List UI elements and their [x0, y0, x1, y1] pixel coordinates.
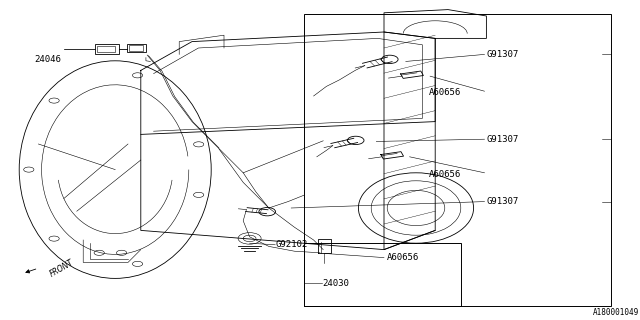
- Bar: [304, 243, 461, 306]
- Text: G91307: G91307: [486, 197, 518, 206]
- Text: A180001049: A180001049: [593, 308, 639, 317]
- Text: A60656: A60656: [387, 253, 419, 262]
- Text: A60656: A60656: [429, 170, 461, 179]
- Text: G92102: G92102: [275, 240, 307, 249]
- Bar: [127, 44, 146, 52]
- Bar: [304, 14, 611, 306]
- Text: A60656: A60656: [429, 88, 461, 97]
- Text: G91307: G91307: [486, 50, 518, 59]
- Bar: [95, 44, 119, 54]
- Text: 24030: 24030: [322, 279, 349, 288]
- Text: 24046: 24046: [34, 55, 61, 64]
- Bar: [129, 45, 143, 51]
- Text: G91307: G91307: [486, 135, 518, 144]
- Text: FRONT: FRONT: [48, 259, 75, 279]
- Bar: [97, 46, 115, 52]
